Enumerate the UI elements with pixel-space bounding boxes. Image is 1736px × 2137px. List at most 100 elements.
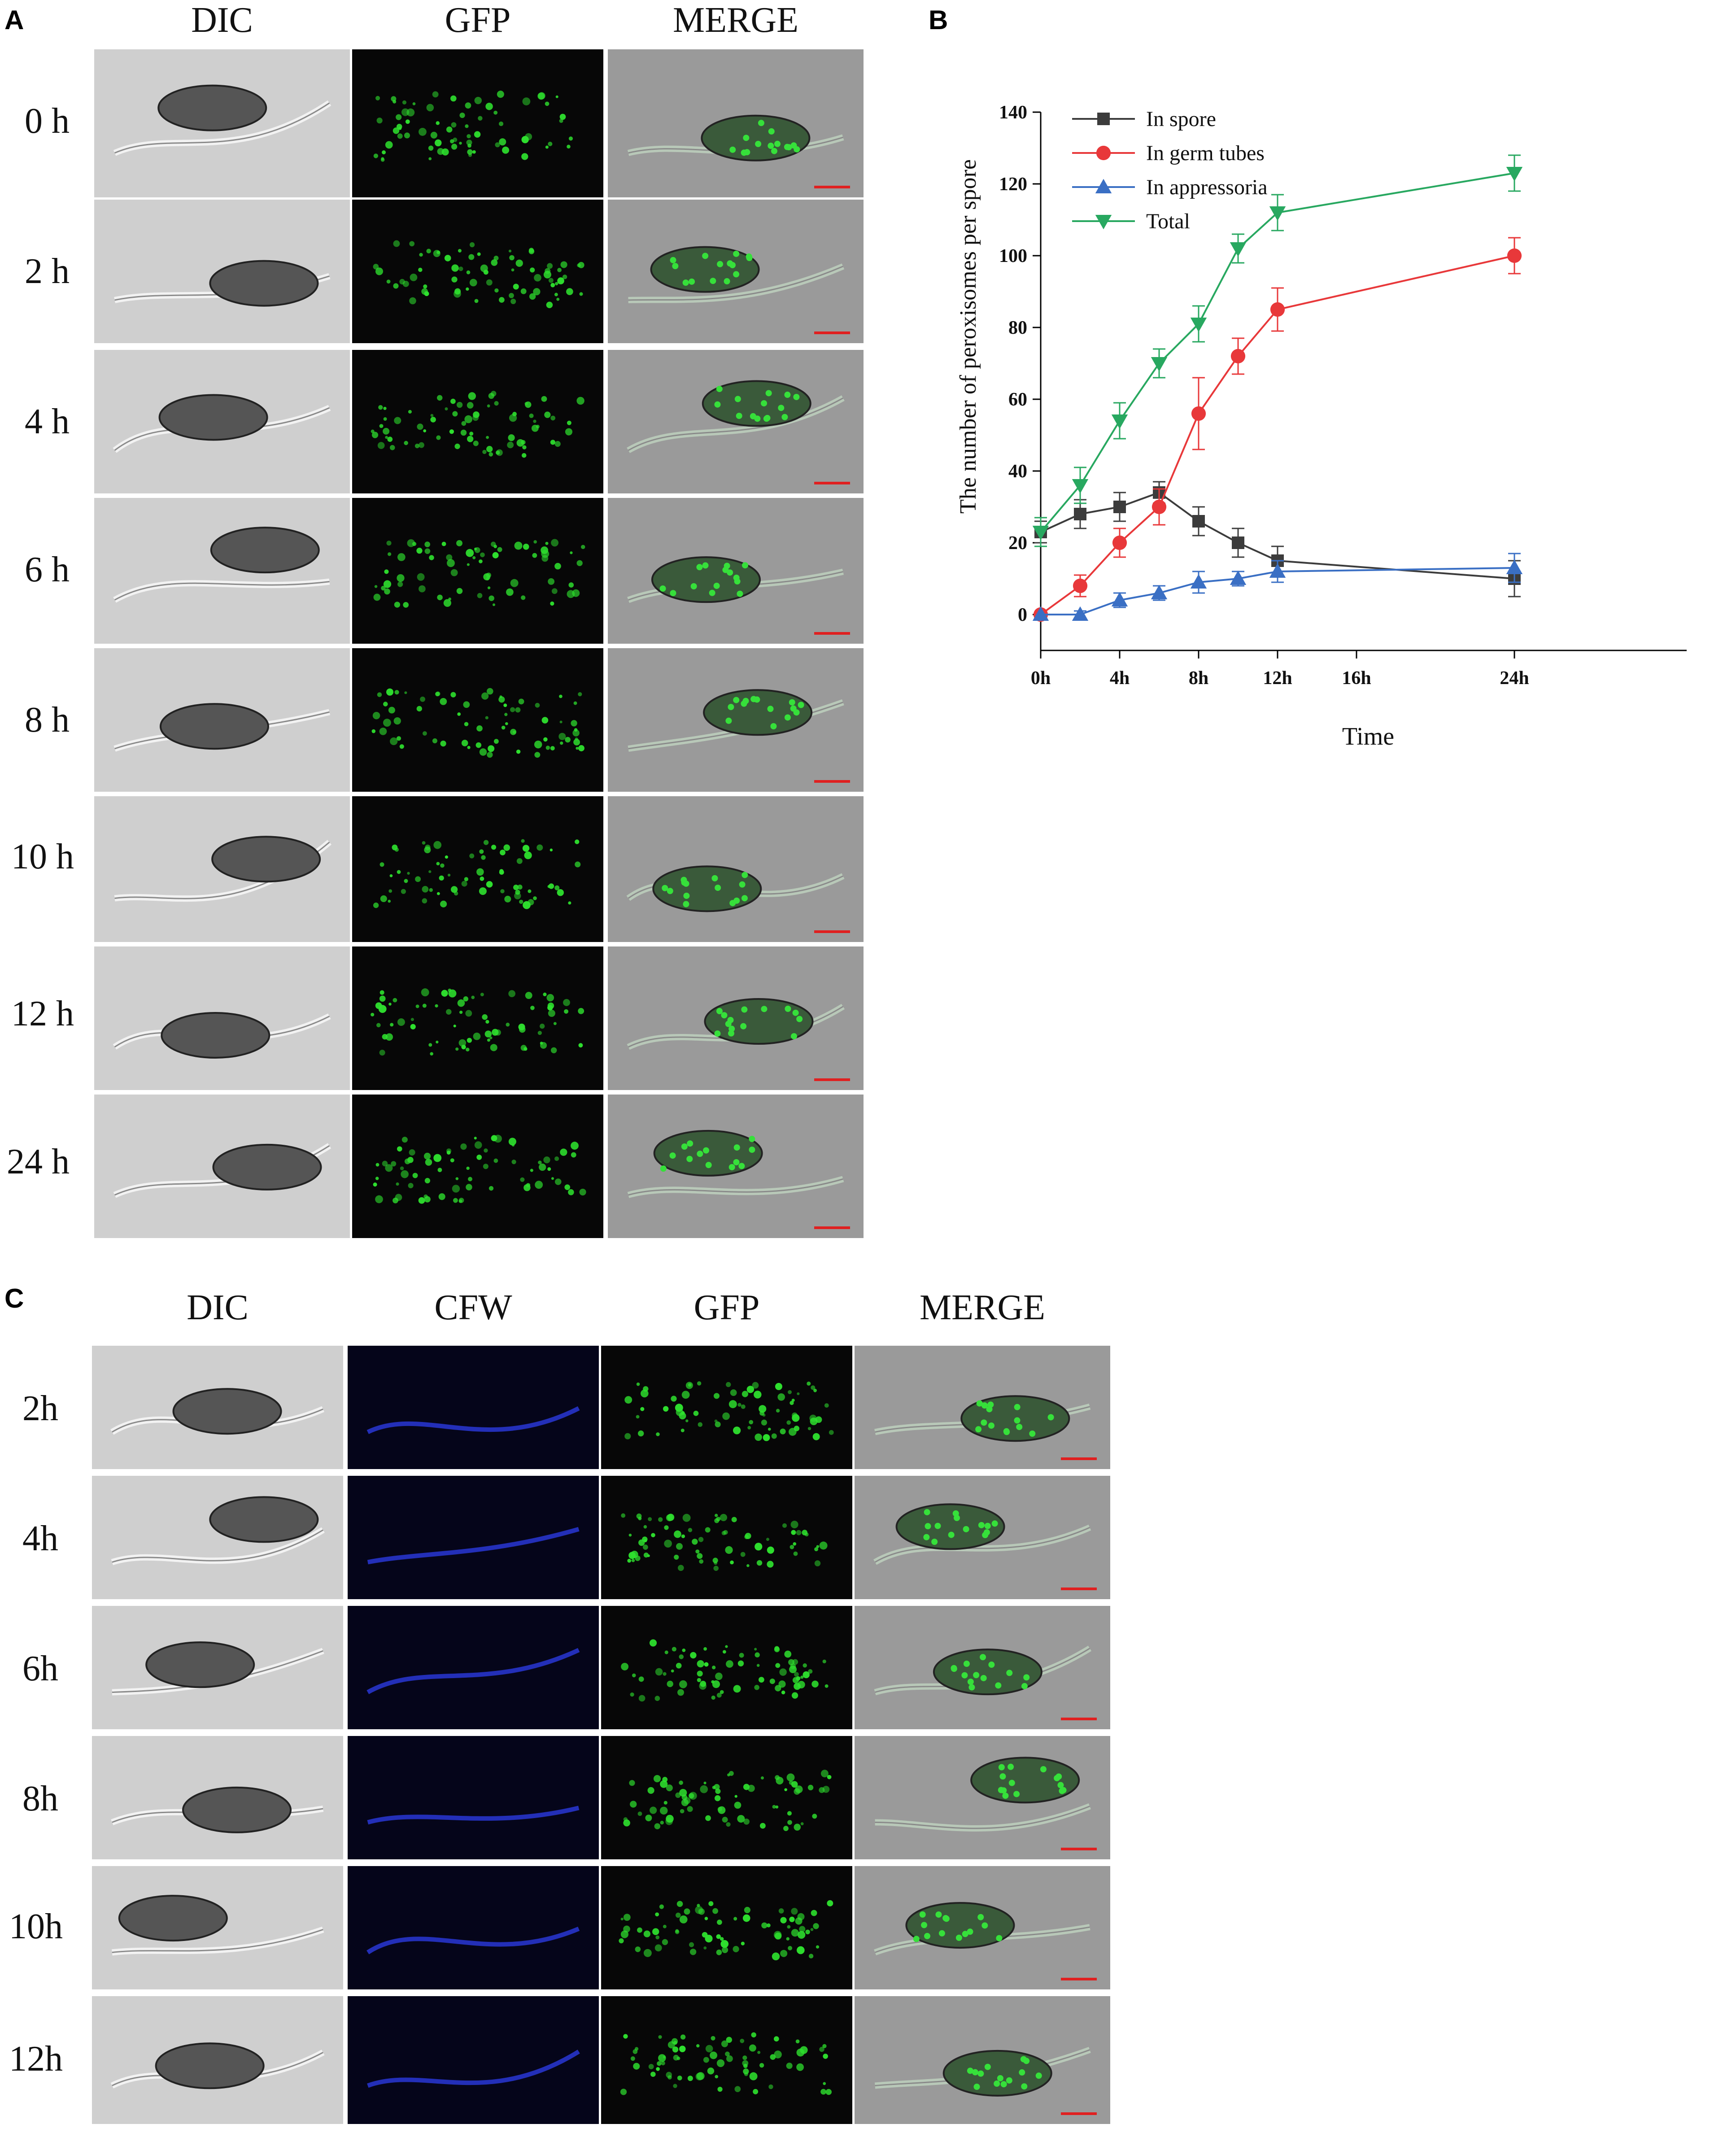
micrograph-tile xyxy=(94,200,350,343)
data-point xyxy=(1112,535,1127,550)
y-tick-label: 20 xyxy=(1008,533,1027,554)
legend-entry: Total xyxy=(1146,209,1190,233)
micrograph-tile xyxy=(352,49,603,197)
panel-a-row-label: 4 h xyxy=(25,402,70,441)
data-point xyxy=(1113,501,1126,513)
micrograph-tile xyxy=(348,1606,599,1729)
data-point xyxy=(1074,508,1086,520)
data-point xyxy=(1152,499,1167,515)
x-tick-label: 16h xyxy=(1342,668,1371,689)
micrograph-tile xyxy=(92,1996,343,2124)
scale-bar xyxy=(814,1078,850,1081)
micrograph-tile xyxy=(601,1606,852,1729)
x-tick-label: 4h xyxy=(1110,668,1130,689)
scale-bar xyxy=(814,186,850,188)
data-point xyxy=(1151,584,1168,599)
micrograph-tile xyxy=(608,49,864,197)
data-point xyxy=(1232,536,1244,549)
y-tick-label: 80 xyxy=(1008,318,1027,338)
scale-bar xyxy=(814,1226,850,1229)
data-point xyxy=(1095,179,1112,193)
data-point xyxy=(1269,563,1286,578)
scale-bar xyxy=(1061,1457,1097,1460)
micrograph-tile xyxy=(608,350,864,493)
micrograph-tile xyxy=(94,49,350,197)
data-point xyxy=(1151,357,1168,372)
micrograph-tile xyxy=(94,648,350,792)
data-point xyxy=(1032,606,1049,621)
micrograph-tile xyxy=(855,1476,1110,1599)
series-line xyxy=(1040,172,1515,533)
data-point xyxy=(1192,515,1205,528)
data-point xyxy=(1269,206,1286,221)
data-point xyxy=(1072,606,1089,621)
micrograph-tile xyxy=(601,1346,852,1469)
panel-c-row-label: 6h xyxy=(22,1649,58,1688)
scale-bar xyxy=(814,930,850,933)
data-point xyxy=(1190,574,1207,589)
micrograph-tile xyxy=(855,1866,1110,1989)
micrograph-tile xyxy=(348,1736,599,1859)
scale-bar xyxy=(814,482,850,484)
panel-c-row-label: 4h xyxy=(22,1519,58,1558)
panel-letter-c: C xyxy=(4,1283,24,1313)
panel-a-col-dic: DIC xyxy=(191,0,253,40)
y-tick-label: 140 xyxy=(999,102,1027,123)
series-line xyxy=(1040,491,1515,580)
panel-a-row-label: 24 h xyxy=(7,1142,70,1182)
legend-entry: In spore xyxy=(1146,107,1216,131)
micrograph-tile xyxy=(348,1866,599,1989)
scale-bar xyxy=(1061,2112,1097,2115)
data-point xyxy=(1096,145,1111,161)
panel-c-col-gfp: GFP xyxy=(694,1288,760,1327)
micrograph-tile xyxy=(348,1476,599,1599)
data-point xyxy=(1506,559,1523,574)
micrograph-tile xyxy=(352,1095,603,1238)
micrograph-tile xyxy=(352,796,603,942)
scale-bar xyxy=(814,780,850,783)
micrograph-tile xyxy=(94,946,350,1090)
data-point xyxy=(1111,592,1128,606)
micrograph-tile xyxy=(601,1866,852,1989)
panel-a-row-label: 0 h xyxy=(25,101,70,141)
panel-a-row-label: 2 h xyxy=(25,252,70,291)
micrograph-tile xyxy=(855,1996,1110,2124)
micrograph-tile xyxy=(601,1736,852,1859)
x-tick-label: 0h xyxy=(1031,668,1051,689)
x-tick-label: 12h xyxy=(1263,668,1292,689)
y-tick-label: 120 xyxy=(999,174,1027,195)
micrograph-tile xyxy=(348,1996,599,2124)
micrograph-tile xyxy=(855,1346,1110,1469)
data-point xyxy=(1072,479,1089,494)
micrograph-tile xyxy=(855,1606,1110,1729)
panel-c-col-dic: DIC xyxy=(187,1288,249,1327)
y-axis-label: The number of peroxisomes per spore xyxy=(955,159,981,514)
y-tick-label: 60 xyxy=(1008,389,1027,410)
micrograph-tile xyxy=(92,1606,343,1729)
micrograph-tile xyxy=(608,796,864,942)
micrograph-tile xyxy=(94,498,350,644)
panel-a-row-label: 8 h xyxy=(25,700,70,740)
micrograph-tile xyxy=(608,648,864,792)
peroxisome-count-line-chart: 0 20 40 60 80 100 120 140 0h 4h 8h 12h 16h 24h In spo… xyxy=(955,102,1687,750)
micrograph-tile xyxy=(94,350,350,493)
micrograph-tile xyxy=(608,200,864,343)
panel-a-col-merge: MERGE xyxy=(673,0,798,40)
micrograph-tile xyxy=(608,946,864,1090)
micrograph-tile xyxy=(92,1736,343,1859)
panel-c-row-label: 8h xyxy=(22,1779,58,1819)
y-tick-label: 0 xyxy=(1018,605,1027,625)
x-tick-label: 24h xyxy=(1500,668,1529,689)
scale-bar xyxy=(814,632,850,635)
panel-c-row-label: 10h xyxy=(9,1907,63,1946)
panel-a-row-label: 12 h xyxy=(11,994,74,1034)
micrograph-tile xyxy=(94,796,350,942)
micrograph-tile xyxy=(608,1095,864,1238)
micrograph-tile xyxy=(352,498,603,644)
y-tick-label: 100 xyxy=(999,246,1027,266)
data-point xyxy=(1073,578,1088,593)
scale-bar xyxy=(814,331,850,334)
micrograph-tile xyxy=(855,1736,1110,1859)
panel-c-col-cfw: CFW xyxy=(434,1288,512,1327)
micrograph-tile xyxy=(92,1346,343,1469)
